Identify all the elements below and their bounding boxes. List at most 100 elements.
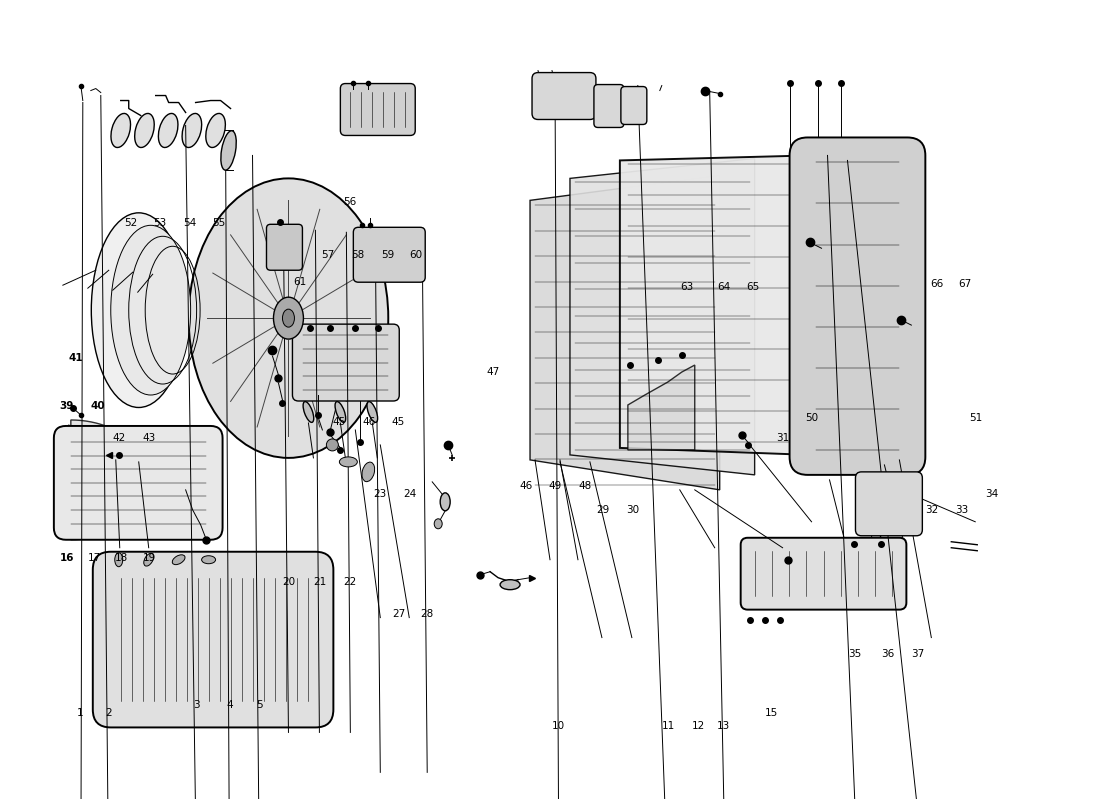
Polygon shape: [530, 175, 719, 490]
Text: 27: 27: [392, 609, 405, 619]
FancyBboxPatch shape: [353, 227, 426, 282]
Text: 13: 13: [717, 721, 730, 731]
Ellipse shape: [91, 213, 186, 407]
Ellipse shape: [500, 580, 520, 590]
Text: 37: 37: [911, 649, 924, 659]
Text: 21: 21: [312, 577, 326, 587]
Text: 4: 4: [226, 700, 233, 710]
Polygon shape: [70, 420, 151, 540]
Ellipse shape: [340, 457, 358, 467]
Text: 12: 12: [692, 721, 705, 731]
Text: 30: 30: [626, 506, 639, 515]
Text: 36: 36: [881, 649, 894, 659]
Ellipse shape: [114, 553, 123, 566]
Text: 46: 46: [362, 418, 375, 427]
FancyBboxPatch shape: [620, 86, 647, 125]
Ellipse shape: [221, 130, 236, 170]
Ellipse shape: [367, 402, 377, 422]
Text: 60: 60: [409, 250, 422, 260]
Text: 45: 45: [332, 418, 345, 427]
Text: 32: 32: [925, 506, 938, 515]
FancyBboxPatch shape: [340, 83, 415, 135]
Text: 24: 24: [403, 490, 416, 499]
Text: 39: 39: [59, 402, 74, 411]
Text: 42: 42: [113, 434, 127, 443]
Text: 59: 59: [381, 250, 394, 260]
Polygon shape: [570, 158, 755, 475]
Ellipse shape: [158, 114, 178, 147]
Text: 35: 35: [848, 649, 862, 659]
Text: 40: 40: [90, 402, 104, 411]
Text: 61: 61: [293, 277, 306, 287]
FancyBboxPatch shape: [266, 224, 302, 270]
Text: 2: 2: [106, 708, 112, 718]
Ellipse shape: [111, 226, 190, 395]
Text: 65: 65: [747, 282, 760, 291]
FancyBboxPatch shape: [740, 538, 906, 610]
Text: 16: 16: [59, 553, 74, 563]
Ellipse shape: [304, 402, 313, 422]
Text: 41: 41: [68, 354, 82, 363]
FancyBboxPatch shape: [54, 426, 222, 540]
Ellipse shape: [134, 114, 154, 147]
Text: 49: 49: [549, 482, 562, 491]
Ellipse shape: [327, 439, 339, 451]
FancyBboxPatch shape: [790, 138, 925, 475]
Text: 18: 18: [116, 553, 129, 563]
Text: 34: 34: [984, 490, 998, 499]
Ellipse shape: [336, 402, 345, 422]
Ellipse shape: [434, 518, 442, 529]
Ellipse shape: [188, 178, 388, 458]
Text: 20: 20: [282, 577, 295, 587]
Text: 52: 52: [124, 218, 138, 228]
Text: 1: 1: [77, 708, 84, 718]
Ellipse shape: [283, 309, 295, 327]
FancyBboxPatch shape: [92, 552, 333, 727]
Text: 17: 17: [88, 553, 101, 563]
Text: 54: 54: [184, 218, 197, 228]
Text: 66: 66: [930, 279, 943, 290]
Text: 53: 53: [154, 218, 167, 228]
Text: 29: 29: [596, 506, 609, 515]
Polygon shape: [628, 365, 695, 450]
Ellipse shape: [111, 114, 131, 147]
Text: 56: 56: [343, 197, 356, 207]
Ellipse shape: [144, 554, 154, 566]
Text: 45: 45: [392, 418, 405, 427]
FancyBboxPatch shape: [594, 85, 624, 127]
Text: 15: 15: [766, 708, 779, 718]
Text: 50: 50: [805, 413, 818, 422]
Ellipse shape: [362, 462, 375, 482]
Text: 64: 64: [717, 282, 730, 291]
Text: 63: 63: [681, 282, 694, 291]
Ellipse shape: [183, 114, 201, 147]
Ellipse shape: [206, 114, 225, 147]
Text: 23: 23: [373, 490, 386, 499]
Text: 57: 57: [321, 250, 334, 260]
Text: 19: 19: [143, 553, 156, 563]
Text: 51: 51: [969, 413, 982, 422]
Ellipse shape: [440, 493, 450, 511]
Text: 58: 58: [351, 250, 364, 260]
FancyBboxPatch shape: [293, 324, 399, 401]
Text: 10: 10: [552, 721, 565, 731]
Text: 43: 43: [143, 434, 156, 443]
Text: 46: 46: [519, 482, 532, 491]
Text: 55: 55: [212, 218, 226, 228]
Text: 11: 11: [662, 721, 675, 731]
Text: 22: 22: [343, 577, 356, 587]
Text: 48: 48: [579, 482, 592, 491]
Text: 33: 33: [955, 506, 968, 515]
Text: 5: 5: [255, 700, 262, 710]
FancyBboxPatch shape: [532, 73, 596, 119]
FancyBboxPatch shape: [856, 472, 923, 536]
Ellipse shape: [201, 556, 216, 564]
Text: 3: 3: [194, 700, 200, 710]
Text: 67: 67: [958, 279, 971, 290]
Text: 28: 28: [420, 609, 433, 619]
Text: 31: 31: [777, 434, 790, 443]
Ellipse shape: [274, 297, 304, 339]
Polygon shape: [620, 155, 810, 455]
Ellipse shape: [173, 555, 185, 565]
Text: 47: 47: [486, 367, 499, 377]
